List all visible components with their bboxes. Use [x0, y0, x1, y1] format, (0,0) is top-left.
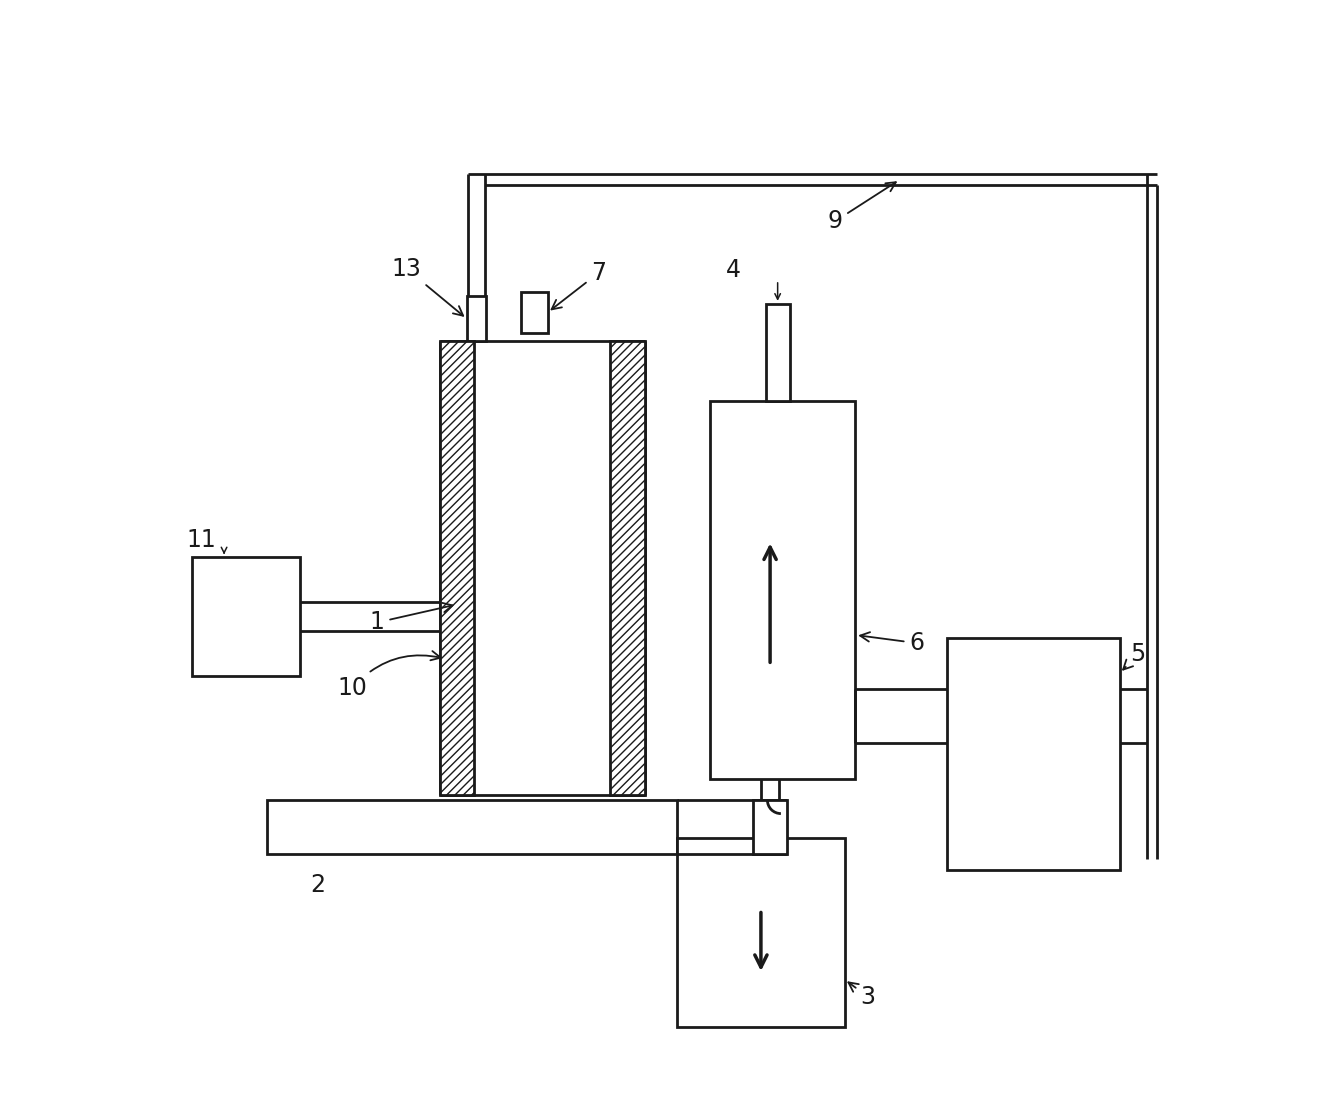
Bar [521, 292, 548, 333]
Text: 9: 9 [828, 183, 896, 233]
Bar [677, 838, 845, 1026]
Bar [440, 341, 475, 795]
Bar [765, 304, 789, 401]
Bar [946, 638, 1120, 870]
Text: 6: 6 [860, 631, 924, 655]
Text: 4: 4 [726, 258, 741, 282]
Bar [709, 401, 856, 778]
Bar [753, 800, 788, 854]
Text: 5: 5 [1124, 643, 1146, 670]
Bar [192, 557, 300, 675]
Bar [467, 296, 487, 341]
Bar [475, 341, 611, 795]
Bar [267, 800, 677, 854]
Text: 1: 1 [369, 603, 452, 634]
Text: 10: 10 [337, 651, 441, 700]
Text: 13: 13 [392, 257, 463, 316]
Bar [611, 341, 645, 795]
Text: 3: 3 [848, 983, 876, 1009]
Text: 7: 7 [552, 261, 607, 309]
Text: 11: 11 [187, 528, 216, 552]
Text: 2: 2 [311, 873, 325, 897]
